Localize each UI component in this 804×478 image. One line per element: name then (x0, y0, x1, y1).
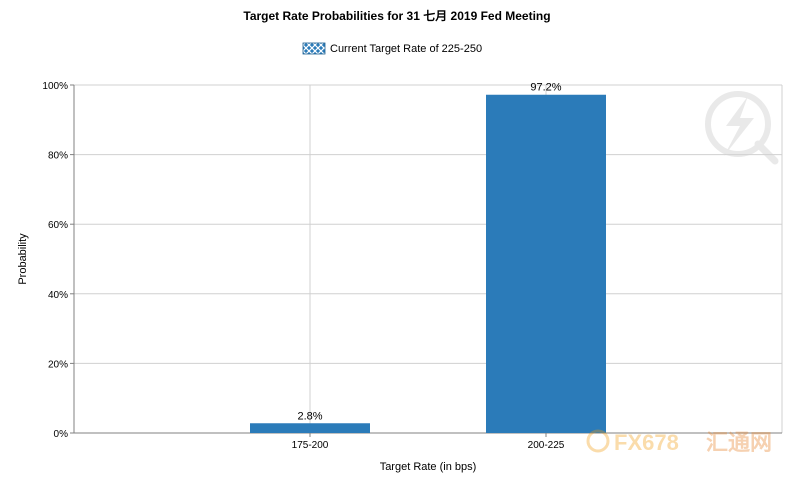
x-tick-labels: 175-200 200-225 (292, 440, 565, 451)
y-tick-label: 20% (48, 359, 68, 370)
y-axis-label: Probability (17, 233, 29, 285)
axes (70, 84, 782, 437)
watermark-logo (705, 91, 779, 165)
watermark-circle-icon (586, 429, 610, 453)
y-tick-label: 100% (42, 81, 68, 92)
data-labels: 2.8% 97.2% (297, 82, 561, 423)
bar-175-200 (250, 423, 370, 433)
watermark-brand: FX678 汇通网 (586, 429, 772, 455)
legend-label: Current Target Rate of 225-250 (330, 43, 482, 55)
x-tick-label: 200-225 (528, 440, 565, 451)
bars (250, 94, 606, 433)
legend: Current Target Rate of 225-250 (302, 42, 482, 55)
y-tick-label: 40% (48, 290, 68, 301)
gridlines (74, 84, 783, 434)
data-label: 97.2% (530, 82, 561, 94)
watermark-text: FX678 (614, 430, 679, 455)
x-axis-label: Target Rate (in bps) (380, 461, 477, 473)
legend-swatch (302, 42, 326, 55)
y-tick-labels: 0% 20% 40% 60% 80% 100% (42, 81, 68, 440)
y-tick-label: 60% (48, 220, 68, 231)
chart-title: Target Rate Probabilities for 31 七月 2019… (243, 9, 550, 23)
x-tick-label: 175-200 (292, 440, 329, 451)
watermark-subtext: 汇通网 (706, 430, 772, 455)
y-tick-label: 0% (54, 429, 69, 440)
bar-200-225 (486, 94, 606, 433)
data-label: 2.8% (297, 410, 322, 422)
y-tick-label: 80% (48, 151, 68, 162)
